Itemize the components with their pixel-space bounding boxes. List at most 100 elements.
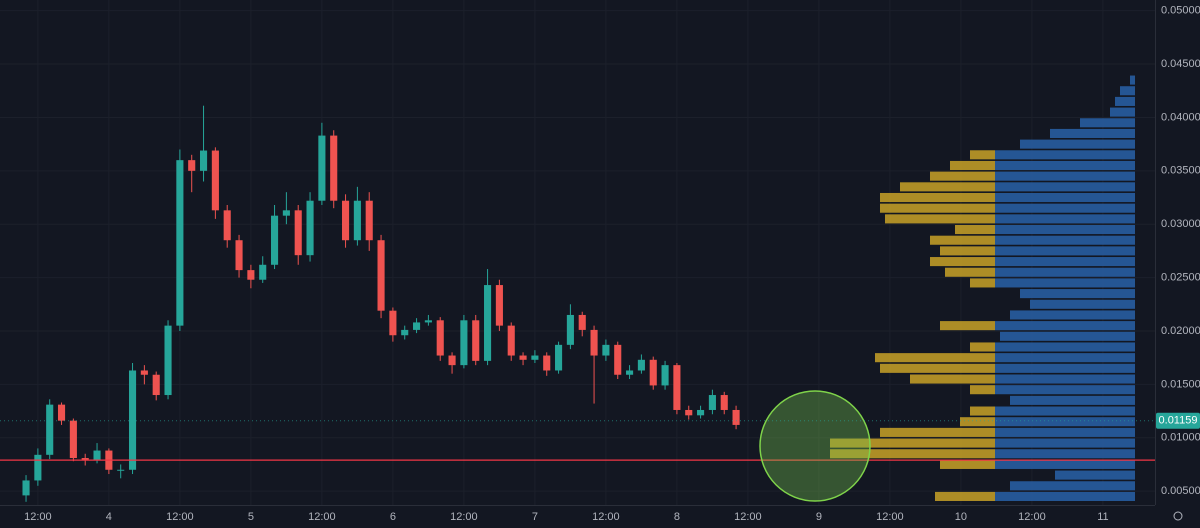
candle-body [590, 329, 598, 356]
x-tick-label: 12:00 [450, 511, 478, 523]
candle-body [555, 344, 563, 371]
profile-down-bar [995, 491, 1135, 501]
profile-up-bar [930, 257, 995, 267]
candle-body [685, 409, 693, 416]
candle-body [673, 365, 681, 410]
x-tick-label: 12:00 [166, 511, 194, 523]
candle-body [34, 454, 42, 481]
x-tick-label: 12:00 [592, 511, 620, 523]
profile-down-bar [1020, 139, 1135, 149]
candle-body [235, 240, 243, 271]
profile-up-bar [830, 438, 995, 448]
y-tick-label: 0.05000 [1161, 5, 1200, 17]
profile-down-bar [995, 353, 1135, 363]
candle-body [176, 160, 184, 326]
profile-down-bar [1050, 128, 1135, 138]
profile-up-bar [970, 150, 995, 160]
profile-down-bar [995, 363, 1135, 373]
profile-up-bar [970, 385, 995, 395]
candle-body [661, 365, 669, 386]
x-tick-label: 4 [106, 511, 112, 523]
x-tick-label: 12:00 [24, 511, 52, 523]
candle-body [81, 458, 89, 461]
profile-up-bar [880, 192, 995, 203]
profile-down-bar [995, 278, 1135, 288]
candle-body [472, 320, 480, 361]
candle-body [708, 395, 716, 410]
candle-body [436, 320, 444, 356]
candle-body [140, 370, 148, 375]
profile-down-bar [1055, 470, 1135, 480]
x-tick-label: 10 [955, 511, 967, 523]
candle-body [389, 310, 397, 336]
candle-body [637, 359, 645, 371]
profile-down-bar [995, 385, 1135, 395]
x-tick-label: 7 [532, 511, 538, 523]
candle-body [413, 322, 421, 330]
x-tick-label: 11 [1097, 511, 1108, 523]
candle-body [732, 409, 740, 425]
candle-body [223, 210, 231, 241]
candle-body [270, 215, 279, 265]
candle-body [377, 240, 385, 311]
profile-up-bar [940, 246, 995, 256]
profile-down-bar [995, 214, 1135, 224]
candle-body [247, 270, 255, 280]
profile-up-bar [960, 417, 995, 427]
profile-up-bar [940, 459, 995, 469]
profile-down-bar [995, 235, 1135, 245]
candle-body [484, 285, 492, 361]
settings-icon[interactable] [1173, 511, 1183, 521]
profile-down-bar [995, 417, 1135, 427]
candle-body [365, 200, 373, 241]
x-tick-label: 6 [390, 511, 396, 523]
profile-up-bar [880, 363, 995, 373]
candle-body [401, 329, 409, 336]
candle-body [164, 325, 172, 396]
profile-down-bar [995, 374, 1135, 384]
candle-body [614, 344, 622, 375]
x-tick-label: 12:00 [876, 511, 904, 523]
candle-body [543, 355, 551, 371]
y-tick-label: 0.02000 [1161, 325, 1200, 337]
profile-up-bar [950, 160, 995, 171]
profile-up-bar [970, 278, 995, 288]
candle-body [460, 320, 468, 366]
candle-body [199, 150, 208, 171]
profile-down-bar [995, 182, 1135, 192]
candle-body [294, 210, 302, 256]
profile-down-bar [1115, 96, 1135, 106]
profile-up-bar [880, 427, 995, 437]
candle-body [578, 314, 586, 330]
profile-down-bar [995, 427, 1135, 437]
profile-down-bar [1010, 395, 1135, 405]
candle-body [318, 135, 326, 201]
profile-up-bar [945, 267, 995, 277]
profile-down-bar [995, 160, 1135, 171]
candle-body [282, 210, 290, 216]
candle-body [330, 135, 338, 201]
x-tick-label: 9 [816, 511, 822, 523]
y-tick-label: 0.01500 [1161, 378, 1200, 390]
candle-body [697, 409, 705, 416]
profile-down-bar [1000, 331, 1135, 341]
candle-body [602, 344, 610, 356]
profile-down-bar [1010, 481, 1135, 491]
candle-body [448, 355, 456, 366]
candle-body [128, 370, 137, 470]
profile-up-bar [935, 491, 995, 501]
last-price-label: 0.01159 [1159, 415, 1198, 427]
profile-up-bar [970, 342, 995, 352]
x-tick-label: 12:00 [308, 511, 336, 523]
profile-up-bar [970, 406, 995, 416]
y-tick-label: 0.03500 [1161, 165, 1200, 177]
profile-down-bar [995, 406, 1135, 416]
profile-down-bar [995, 449, 1135, 459]
y-tick-label: 0.04000 [1161, 111, 1200, 123]
candle-body [211, 150, 219, 211]
x-tick-label: 12:00 [1018, 511, 1046, 523]
x-tick-label: 5 [248, 511, 254, 523]
candle-body [495, 285, 503, 326]
profile-down-bar [995, 321, 1135, 331]
